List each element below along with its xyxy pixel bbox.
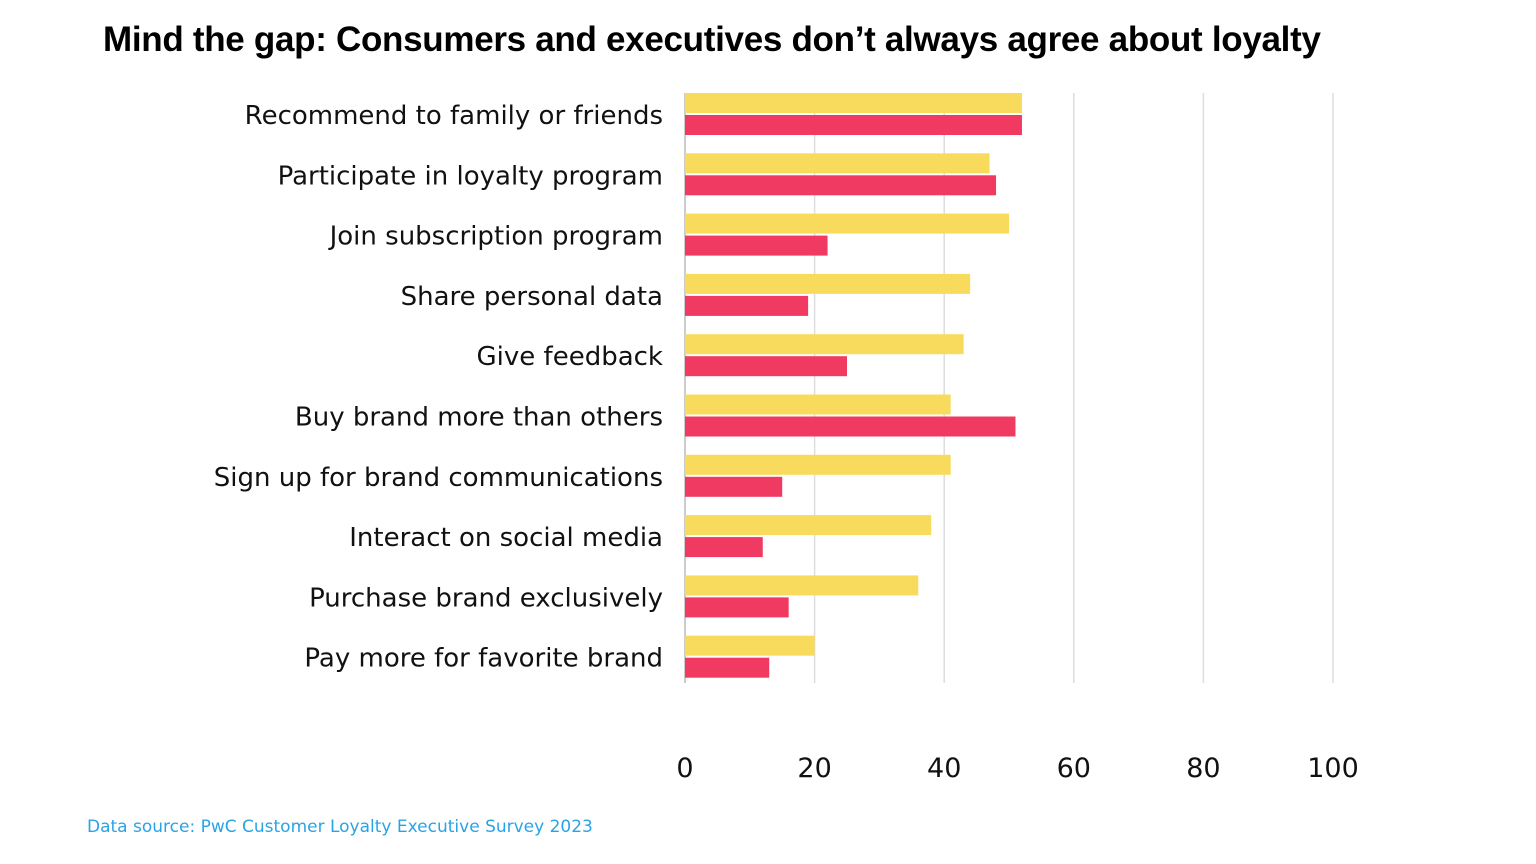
category-label: Pay more for favorite brand: [304, 644, 663, 674]
bar: [685, 416, 1016, 437]
bar: [685, 356, 847, 377]
category-label: Give feedback: [477, 342, 663, 372]
x-tick-label: 0: [676, 753, 693, 784]
category-label: Share personal data: [401, 282, 663, 312]
bar: [685, 93, 1022, 113]
category-label: Interact on social media: [349, 523, 663, 553]
bar: [685, 515, 932, 536]
bar: [685, 635, 815, 656]
bar: [685, 537, 763, 558]
x-tick-label: 100: [1307, 753, 1359, 784]
bar: [685, 115, 1022, 135]
category-label: Recommend to family or friends: [245, 101, 663, 131]
category-label: Purchase brand exclusively: [309, 583, 663, 613]
bar: [685, 153, 990, 174]
bar: [685, 597, 789, 618]
data-source-note: Data source: PwC Customer Loyalty Execut…: [87, 817, 593, 837]
bar: [685, 295, 809, 316]
bar: [685, 454, 951, 475]
bar: [685, 476, 783, 497]
bar: [685, 235, 828, 256]
category-label: Sign up for brand communications: [214, 463, 663, 493]
category-label: Buy brand more than others: [295, 403, 663, 433]
category-label: Join subscription program: [328, 222, 663, 252]
bar: [685, 657, 770, 678]
bar: [685, 175, 997, 196]
bar: [685, 394, 951, 415]
bar: [685, 273, 971, 294]
bar: [685, 575, 919, 596]
bar: [685, 213, 1009, 234]
x-tick-label: 60: [1057, 753, 1091, 784]
x-tick-label: 40: [927, 753, 961, 784]
x-tick-label: 20: [797, 753, 831, 784]
category-label: Participate in loyalty program: [278, 161, 663, 191]
x-tick-label: 80: [1186, 753, 1220, 784]
chart-title: Mind the gap: Consumers and executives d…: [103, 20, 1321, 59]
bar: [685, 334, 964, 355]
